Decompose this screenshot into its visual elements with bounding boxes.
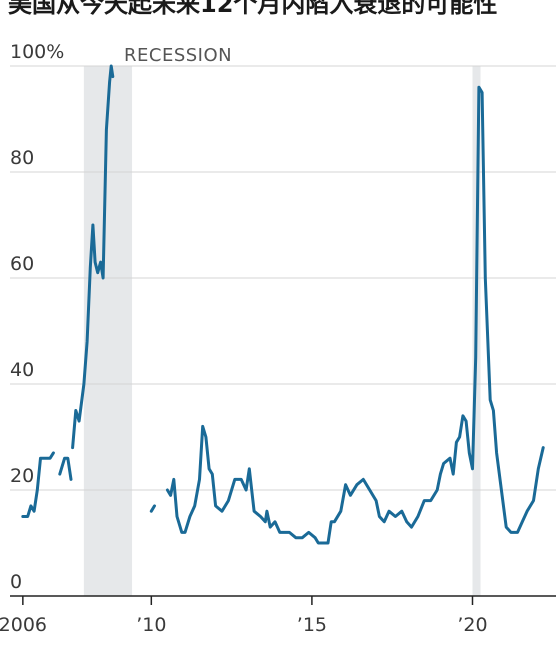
y-tick-label-20: 20 [10, 465, 34, 487]
y-tick-label-80: 80 [10, 147, 34, 169]
series-line [21, 64, 545, 545]
series-segment-1 [58, 456, 73, 481]
recession-band-0 [83, 66, 133, 596]
x-tick-label-2015: ’15 [297, 614, 327, 636]
recession-label: RECESSION [124, 45, 232, 66]
axes: 2006 ’10 ’15 ’20 [0, 595, 556, 636]
x-tick-label-2006: 2006 [0, 614, 47, 636]
recession-bands [83, 66, 481, 596]
y-tick-label-60: 60 [10, 253, 34, 275]
x-tick-label-2020: ’20 [457, 614, 487, 636]
y-tick-label-40: 40 [10, 359, 34, 381]
y-tick-label-0: 0 [10, 571, 22, 593]
x-tick-label-2010: ’10 [136, 614, 166, 636]
series-segment-0 [21, 451, 55, 518]
series-segment-3 [149, 504, 156, 513]
y-tick-label-100: 100% [10, 41, 64, 63]
series-segment-2 [71, 64, 115, 450]
chart-title: 美国从今天起未来12个月内陷入衰退的可能性 [8, 0, 497, 18]
series-segment-4 [165, 85, 545, 545]
gridlines: 0 20 40 60 80 100% [10, 41, 556, 593]
